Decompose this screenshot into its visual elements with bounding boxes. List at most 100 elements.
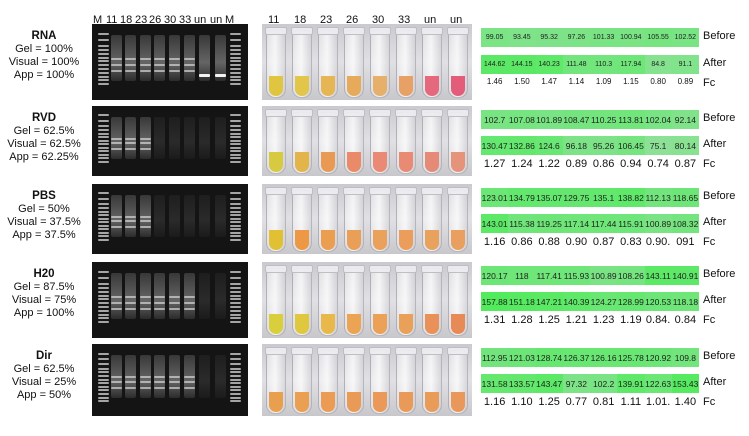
ladder-band bbox=[98, 39, 109, 42]
ladder-band bbox=[230, 79, 241, 82]
gel-lane bbox=[111, 344, 122, 416]
gel-percent: Gel = 62.5% bbox=[13, 363, 75, 375]
heatmap-cell: 100.89 bbox=[644, 214, 672, 233]
heatmap-row-after: 157.88 151.18 147.21 140.39 124.27 128.99 120.… bbox=[481, 292, 699, 311]
fc-value: 0.80 bbox=[650, 77, 666, 86]
sample-band bbox=[111, 142, 122, 145]
sample-band bbox=[154, 296, 165, 299]
fc-value: 0.86 bbox=[592, 158, 615, 170]
ladder-band bbox=[230, 150, 241, 153]
sample-tube bbox=[265, 109, 287, 174]
sample-smear bbox=[154, 194, 165, 237]
gel-lane bbox=[215, 106, 226, 176]
gel-lane bbox=[140, 184, 151, 254]
ladder-band bbox=[230, 389, 241, 392]
sample-tube bbox=[447, 109, 469, 174]
ladder-band bbox=[98, 192, 109, 195]
gel-lane bbox=[111, 262, 122, 338]
gel-lane bbox=[184, 344, 195, 416]
heatmap-cell: 144.62 bbox=[481, 55, 509, 74]
ladder-band bbox=[98, 207, 109, 210]
tube-cap bbox=[265, 109, 287, 117]
ladder-band bbox=[230, 385, 241, 388]
ladder-band bbox=[230, 202, 241, 205]
sample-band bbox=[111, 63, 122, 66]
ladder-band bbox=[98, 378, 109, 381]
ladder-band bbox=[98, 309, 109, 312]
sample-tube bbox=[447, 187, 469, 252]
sample-band bbox=[140, 69, 151, 72]
tube-photo bbox=[262, 344, 472, 416]
tube-liquid bbox=[347, 392, 361, 412]
fc-value: 0.87 bbox=[674, 158, 697, 170]
heatmap-cell: 110.25 bbox=[590, 110, 618, 129]
sample-band bbox=[154, 376, 165, 379]
heatmap-cell: 135.1 bbox=[590, 188, 618, 207]
sample-tube bbox=[291, 27, 313, 98]
sample-smear bbox=[199, 354, 210, 398]
sample-band bbox=[154, 58, 165, 61]
sample-band bbox=[111, 301, 122, 304]
tube-photo bbox=[262, 24, 472, 100]
heatmap-cell: 143.01 bbox=[481, 214, 509, 233]
heatmap-cell: 84.8 bbox=[644, 55, 672, 74]
sample-band bbox=[140, 58, 151, 61]
tube-liquid bbox=[399, 76, 413, 96]
heatmap-cell: 140.39 bbox=[562, 292, 590, 311]
ladder-band bbox=[98, 157, 109, 160]
tube-header: 30 bbox=[372, 14, 385, 26]
ladder-band bbox=[98, 389, 109, 392]
gel-lane bbox=[184, 184, 195, 254]
sample-band bbox=[140, 142, 151, 145]
fc-value: 1.16 bbox=[483, 236, 506, 248]
heatmap-cell: 126.16 bbox=[590, 348, 618, 367]
tube-liquid bbox=[321, 152, 335, 172]
gel-lane bbox=[215, 344, 226, 416]
heatmap-cell: 117.41 bbox=[535, 266, 563, 285]
tube-cap bbox=[421, 187, 443, 195]
sample-band bbox=[111, 148, 122, 150]
heatmap-cell: 129.75 bbox=[562, 188, 590, 207]
sample-tube bbox=[265, 27, 287, 98]
tube-cap bbox=[343, 27, 365, 35]
fc-value: 0.94 bbox=[620, 158, 642, 170]
sample-band bbox=[140, 376, 151, 379]
sample-band bbox=[111, 58, 122, 61]
fc-row: 1.31 1.28 1.25 1.21 1.23 1.19 0.84. 0.84 bbox=[481, 314, 699, 326]
gel-lane bbox=[140, 262, 151, 338]
row-label-after: After bbox=[703, 376, 727, 388]
row-label-before: Before bbox=[703, 112, 736, 124]
sample-tube bbox=[291, 347, 313, 414]
heatmap-cell: 100.94 bbox=[617, 28, 645, 47]
sample-band bbox=[140, 381, 151, 384]
tube-liquid bbox=[399, 314, 413, 334]
visual-percent: Visual = 62.5% bbox=[7, 138, 81, 150]
fc-value: 0.83 bbox=[620, 236, 642, 248]
panel-name: H20 bbox=[33, 268, 55, 280]
ladder-band bbox=[98, 139, 109, 142]
row-label-fc: Fc bbox=[703, 158, 716, 170]
ladder-band bbox=[230, 396, 241, 399]
tube-cap bbox=[343, 109, 365, 117]
fc-value: 1.25 bbox=[538, 396, 560, 408]
ladder-band bbox=[230, 114, 241, 117]
heatmap-cell: 131.58 bbox=[481, 374, 509, 393]
ladder-band bbox=[98, 202, 109, 205]
fc-value: 0.86 bbox=[511, 236, 533, 248]
fc-value: 1.15 bbox=[623, 77, 639, 86]
sample-smear bbox=[169, 116, 180, 159]
tube-cap bbox=[421, 27, 443, 35]
ladder-band bbox=[98, 235, 109, 238]
ladder-band bbox=[230, 271, 241, 274]
heatmap-cell: 105.55 bbox=[644, 28, 672, 47]
heatmap-cell: 144.15 bbox=[508, 55, 536, 74]
ladder-band bbox=[98, 132, 109, 135]
sample-tube bbox=[317, 347, 339, 414]
gel-lane bbox=[140, 106, 151, 176]
panel-label: H20 Gel = 87.5% Visual = 75% App = 100% bbox=[0, 268, 88, 320]
gel-lane bbox=[154, 344, 165, 416]
heatmap-row-before: 99.05 93.45 95.32 97.26 101.33 100.94 105.55 10… bbox=[481, 28, 699, 47]
gel-lane-header: 11 bbox=[106, 14, 118, 26]
tube-header: 18 bbox=[294, 14, 307, 26]
ladder-band bbox=[230, 352, 241, 355]
